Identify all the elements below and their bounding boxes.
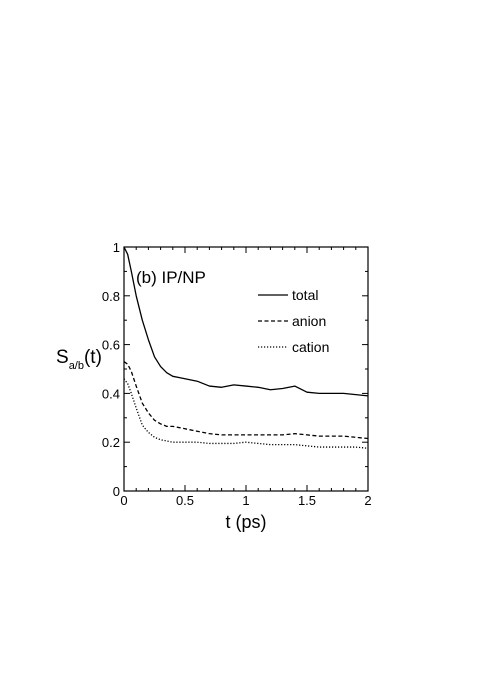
y-tick-label: 0	[113, 484, 120, 499]
series-line-cation	[123, 378, 369, 449]
x-tick-label: 0.5	[176, 493, 194, 508]
y-tick-label: 0.2	[102, 435, 120, 450]
tick-labels: 0 0.5 1 1.5 2 0 0.2 0.4 0.6 0.8 1	[102, 240, 372, 508]
y-tick-label: 0.6	[102, 338, 120, 353]
x-tick-label: 0	[120, 493, 127, 508]
y-axis-title-tail: (t)	[84, 347, 102, 368]
legend-label-total: total	[292, 287, 318, 303]
x-tick-label: 1	[242, 493, 249, 508]
legend-label-anion: anion	[292, 313, 326, 329]
legend: total anion cation	[258, 287, 329, 355]
panel-label: (b) IP/NP	[136, 268, 206, 287]
x-tick-label: 1.5	[298, 493, 316, 508]
x-tick-label: 2	[364, 493, 371, 508]
y-tick-label: 0.8	[102, 289, 120, 304]
y-axis-title-sub: a/b	[69, 360, 84, 372]
x-axis-title: t (ps)	[225, 512, 266, 532]
series-lines	[123, 246, 369, 449]
y-axis-title-main: S	[56, 347, 69, 368]
y-tick-label: 0.4	[102, 386, 120, 401]
y-axis-title: Sa/b(t)	[56, 347, 102, 372]
series-line-anion	[123, 361, 369, 440]
series-line-total	[123, 246, 369, 397]
legend-label-cation: cation	[292, 339, 329, 355]
axis-ticks	[123, 246, 369, 492]
y-tick-label: 1	[113, 240, 120, 255]
